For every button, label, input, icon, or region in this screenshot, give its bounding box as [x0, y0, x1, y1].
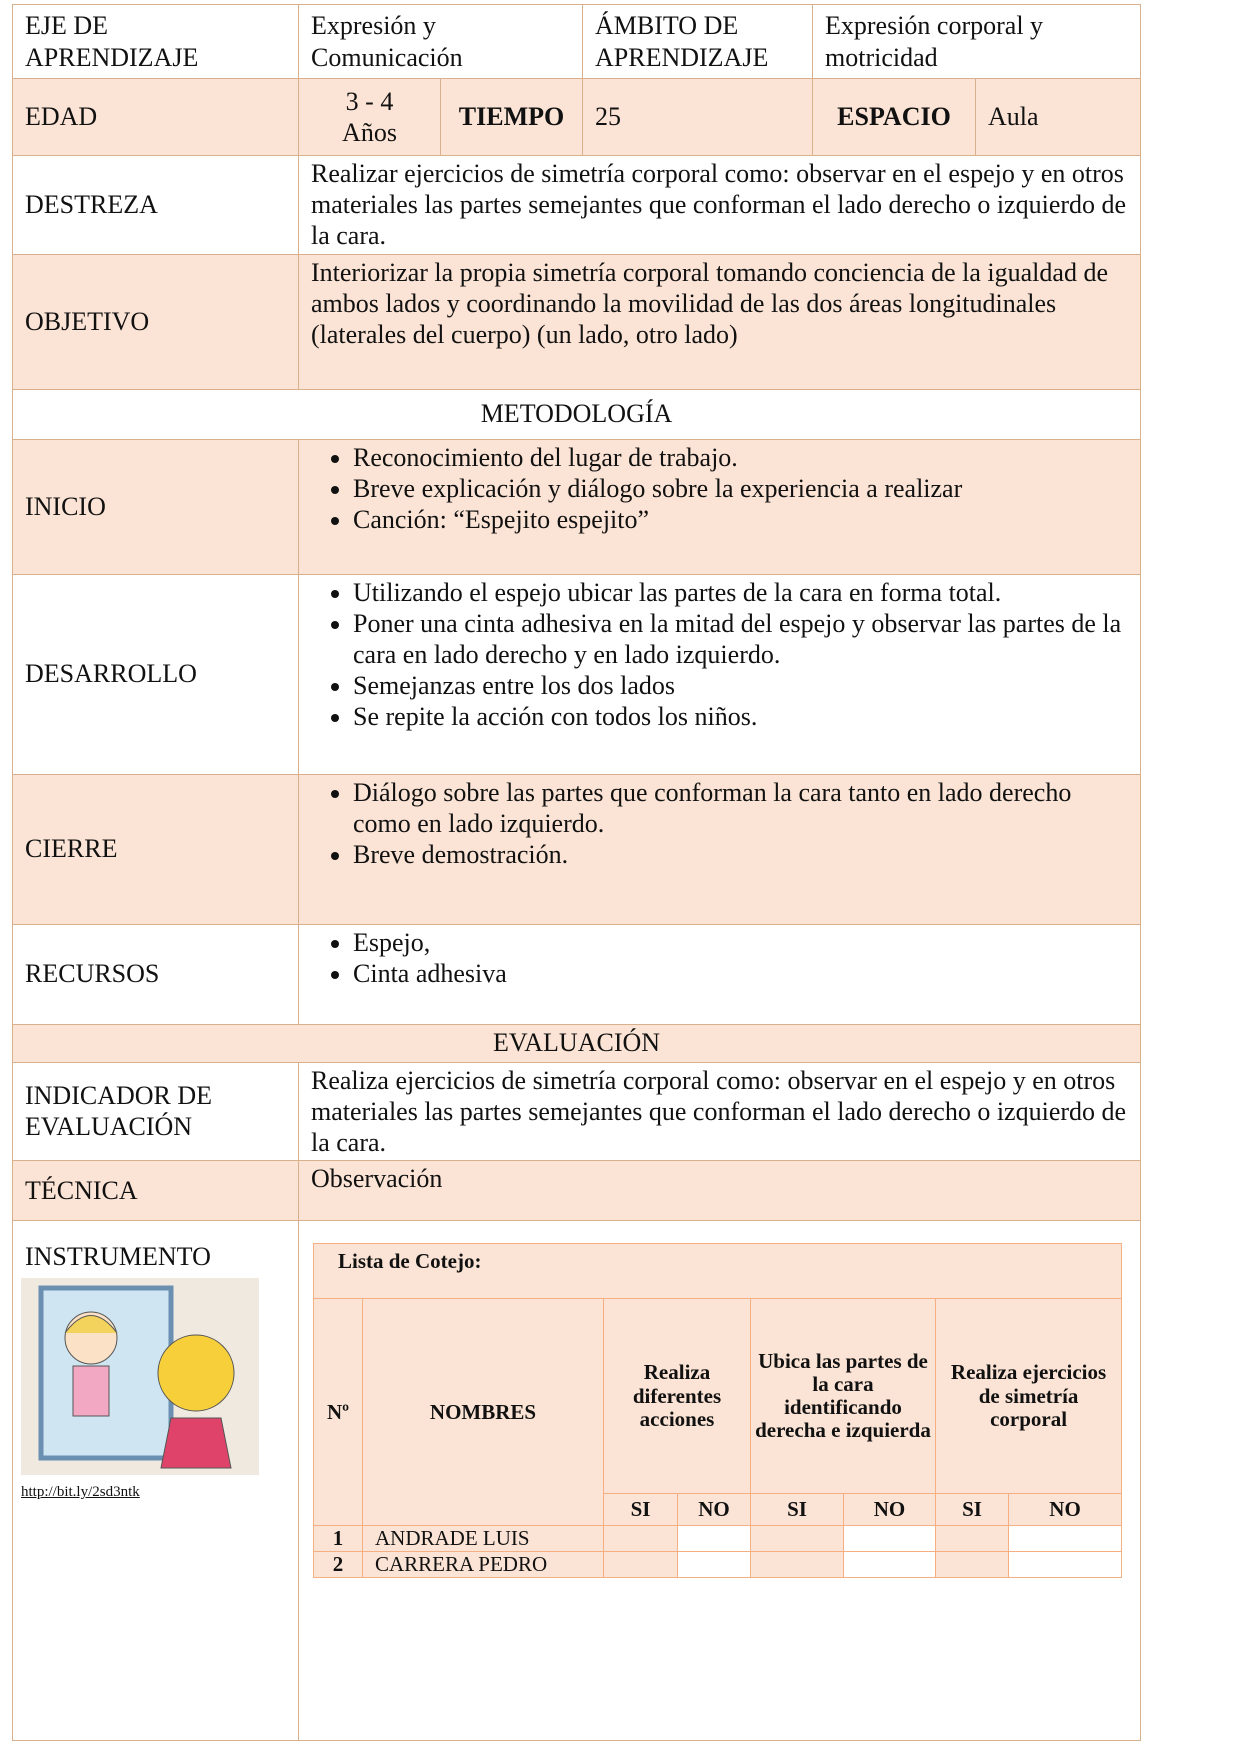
checklist-title: Lista de Cotejo: [312, 1243, 1123, 1300]
header: NOMBRES [362, 1298, 604, 1527]
value: 25 [582, 78, 813, 156]
objetivo-row: OBJETIVO Interiorizar la propia simetría… [12, 253, 1141, 390]
row-number: 2 [313, 1551, 363, 1579]
link[interactable]: http://bit.ly/2sd3ntk [21, 1484, 140, 1501]
desarrollo-row: DESARROLLO Utilizando el espejo ubicar l… [12, 573, 1141, 775]
list: Espejo,Cinta adhesiva [311, 927, 1128, 989]
label: ÁMBITO DE APRENDIZAJE [582, 4, 813, 79]
check-cell [1007, 1551, 1123, 1579]
info-row: EDAD 3 - 4 Años TIEMPO 25 ESPACIO Aula [12, 78, 1141, 156]
label: ESPACIO [812, 78, 976, 156]
list-item: Espejo, [353, 927, 1128, 958]
list-item: Poner una cinta adhesiva en la mitad del… [353, 608, 1128, 670]
list-item: Canción: “Espejito espejito” [353, 504, 1128, 535]
cierre-row: CIERRE Diálogo sobre las partes que conf… [12, 773, 1141, 925]
header: SI [750, 1493, 844, 1527]
check-cell [603, 1551, 678, 1579]
label: OBJETIVO [12, 253, 299, 390]
value: Expresión corporal y motricidad [812, 4, 1141, 79]
header: Nº [313, 1298, 363, 1527]
instrument-cell: INSTRUMENTO http://bit.ly/2sd3ntk [12, 1220, 299, 1741]
list-item: Cinta adhesiva [353, 958, 1128, 989]
list-cell: Utilizando el espejo ubicar las partes d… [298, 573, 1141, 775]
lesson-plan-table: EJE DE APRENDIZAJE Expresión y Comunicac… [12, 4, 1141, 1741]
text: Realiza ejercicios de simetría corporal … [298, 1061, 1141, 1162]
list-item: Se repite la acción con todos los niños. [353, 701, 1128, 732]
header: Realiza diferentes acciones [603, 1298, 751, 1495]
check-cell [603, 1525, 678, 1553]
label: EJE DE APRENDIZAJE [12, 4, 299, 79]
text: Realizar ejercicios de simetría corporal… [298, 155, 1141, 255]
instrumento-row: INSTRUMENTO http://bit.ly/2sd3ntk Lista … [12, 1220, 1141, 1741]
check-cell [750, 1525, 844, 1553]
text: Observación [298, 1160, 1141, 1222]
row-number: 1 [313, 1525, 363, 1553]
check-cell [843, 1525, 936, 1553]
list-item: Diálogo sobre las partes que conforman l… [353, 777, 1128, 839]
checklist-row: 2 CARRERA PEDRO [313, 1551, 1123, 1579]
list-cell: Reconocimiento del lugar de trabajo.Brev… [298, 438, 1141, 575]
check-cell [677, 1525, 751, 1553]
checklist-cell: Lista de Cotejo: Nº NOMBRES Realiza dife… [298, 1220, 1141, 1741]
row-name: CARRERA PEDRO [362, 1551, 604, 1579]
checklist-header-row: Nº NOMBRES Realiza diferentes acciones U… [313, 1298, 1123, 1527]
indicador-row: INDICADOR DE EVALUACIÓN Realiza ejercici… [12, 1061, 1141, 1162]
checklist-subheader-row: SI NO SI NO SI NO [314, 1493, 1123, 1527]
header: SI [603, 1493, 678, 1527]
illustration [21, 1278, 259, 1476]
check-cell [935, 1525, 1009, 1553]
header: Realiza ejercicios de simetría corporal [934, 1298, 1123, 1495]
checklist-title-row: Lista de Cotejo: [312, 1243, 1123, 1300]
checklist: Lista de Cotejo: Nº NOMBRES Realiza dife… [312, 1243, 1123, 1579]
value: 3 - 4 Años [298, 78, 441, 156]
list-item: Breve demostración. [353, 839, 1128, 870]
label: CIERRE [12, 773, 299, 925]
header: SI [935, 1493, 1009, 1527]
section-row: METODOLOGÍA [12, 388, 1141, 440]
header: NO [843, 1493, 936, 1527]
check-cell [750, 1551, 844, 1579]
label: EDAD [12, 78, 299, 156]
list-item: Breve explicación y diálogo sobre la exp… [353, 473, 1128, 504]
checklist-row: 1 ANDRADE LUIS [313, 1525, 1123, 1553]
header: NO [677, 1493, 751, 1527]
label: INDICADOR DE EVALUACIÓN [12, 1061, 299, 1162]
text: Interiorizar la propia simetría corporal… [298, 253, 1141, 390]
label: INSTRUMENTO [25, 1242, 211, 1272]
header-row: EJE DE APRENDIZAJE Expresión y Comunicac… [12, 4, 1141, 79]
header: Ubica las partes de la cara identificand… [750, 1298, 936, 1495]
value: Aula [975, 78, 1141, 156]
list-item: Utilizando el espejo ubicar las partes d… [353, 577, 1128, 608]
check-cell [1007, 1525, 1123, 1553]
header: NO [1007, 1493, 1123, 1527]
label: TIEMPO [440, 78, 583, 156]
recursos-row: RECURSOS Espejo,Cinta adhesiva [12, 923, 1141, 1025]
section-title: EVALUACIÓN [12, 1023, 1141, 1063]
row-name: ANDRADE LUIS [362, 1525, 604, 1553]
list-cell: Espejo,Cinta adhesiva [298, 923, 1141, 1025]
check-cell [677, 1551, 751, 1579]
label: DESARROLLO [12, 573, 299, 775]
inicio-row: INICIO Reconocimiento del lugar de traba… [12, 438, 1141, 575]
destreza-row: DESTREZA Realizar ejercicios de simetría… [12, 155, 1141, 255]
label: RECURSOS [12, 923, 299, 1025]
check-cell [935, 1551, 1009, 1579]
list-cell: Diálogo sobre las partes que conforman l… [298, 773, 1141, 925]
tecnica-row: TÉCNICA Observación [12, 1160, 1141, 1222]
list: Utilizando el espejo ubicar las partes d… [311, 577, 1128, 733]
section-title: METODOLOGÍA [12, 388, 1141, 440]
label: TÉCNICA [12, 1160, 299, 1222]
list-item: Semejanzas entre los dos lados [353, 670, 1128, 701]
list: Diálogo sobre las partes que conforman l… [311, 777, 1128, 871]
list: Reconocimiento del lugar de trabajo.Brev… [311, 442, 1128, 536]
section-row: EVALUACIÓN [12, 1023, 1141, 1063]
check-cell [843, 1551, 936, 1579]
list-item: Reconocimiento del lugar de trabajo. [353, 442, 1128, 473]
label: INICIO [12, 438, 299, 575]
value: Expresión y Comunicación [298, 4, 583, 79]
label: DESTREZA [12, 155, 299, 255]
